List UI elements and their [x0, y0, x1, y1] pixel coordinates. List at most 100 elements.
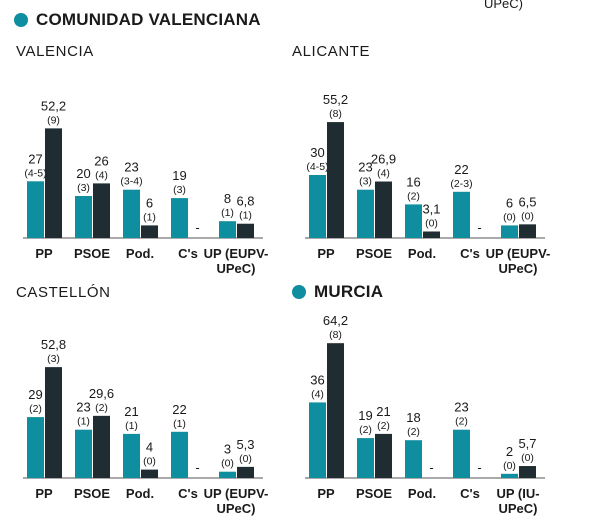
value-label: 20 — [76, 166, 90, 181]
seats-label: (0) — [521, 452, 534, 464]
bar-valencia-1-0 — [75, 196, 92, 238]
bar-murcia-0-1 — [327, 343, 344, 478]
seats-label: (1) — [125, 420, 138, 432]
seats-label: (2) — [359, 424, 372, 436]
seats-label: (3) — [359, 176, 372, 188]
category-label: C's — [460, 486, 480, 501]
seats-label: (2) — [377, 420, 390, 432]
seats-label: (0) — [521, 210, 534, 222]
value-label: 3 — [224, 442, 231, 457]
bar-valencia-2-1 — [141, 225, 158, 238]
bar-alicante-4-1 — [519, 224, 536, 238]
value-label: 30 — [310, 145, 324, 160]
category-label: UPeC) — [498, 501, 537, 516]
value-label: 23 — [454, 400, 468, 415]
value-label: 21 — [376, 404, 390, 419]
bar-valencia-2-0 — [123, 189, 140, 238]
value-label: 22 — [172, 402, 186, 417]
region-header: COMUNIDAD VALENCIANA — [14, 10, 261, 30]
category-label: UP (EUPV- — [204, 486, 269, 501]
seats-label: (0) — [503, 460, 516, 472]
value-label: 29,6 — [89, 386, 114, 401]
bar-murcia-4-0 — [501, 473, 518, 478]
no-data-dash: - — [195, 460, 199, 475]
value-label: 55,2 — [323, 92, 348, 107]
value-label: 19 — [358, 408, 372, 423]
bar-alicante-0-0 — [309, 175, 326, 238]
seats-label: (2) — [407, 426, 420, 438]
value-label: 52,2 — [41, 98, 66, 113]
category-label: PSOE — [74, 246, 110, 261]
seats-label: (4-5) — [24, 167, 46, 179]
value-label: 18 — [406, 410, 420, 425]
bar-alicante-4-0 — [501, 225, 518, 238]
seats-label: (2) — [455, 416, 468, 428]
category-label: PP — [317, 246, 335, 261]
seats-label: (8) — [329, 329, 342, 341]
panel-title-castellon: CASTELLÓN — [16, 284, 111, 301]
seats-label: (3) — [173, 184, 186, 196]
category-label: PP — [35, 246, 53, 261]
value-label: 29 — [28, 387, 42, 402]
value-label: 23 — [124, 160, 138, 175]
chart-murcia: 36(4)64,2(8)PP19(2)21(2)PSOE18(2)-Pod.23… — [305, 313, 545, 516]
seats-label: (0) — [143, 456, 156, 468]
category-label: PP — [35, 486, 53, 501]
bar-castellon-0-1 — [45, 367, 62, 478]
seats-label: (0) — [425, 217, 438, 229]
bar-castellon-4-0 — [219, 471, 236, 478]
value-label: 6 — [146, 195, 153, 210]
bar-castellon-2-1 — [141, 469, 158, 478]
chart-alicante: 30(4-5) 55,2(8) PP 23(3) 26,9(4) PSOE 16(2)3,1… — [305, 92, 550, 276]
bar-castellon-1-1 — [93, 415, 110, 478]
value-label: 36 — [310, 372, 324, 387]
category-label: Pod. — [126, 246, 154, 261]
seats-label: (0) — [239, 453, 252, 465]
seats-label: (3-4) — [120, 176, 142, 188]
bar-murcia-3-0 — [453, 429, 470, 478]
bar-alicante-1-1 — [375, 181, 392, 238]
seats-label: (0) — [503, 211, 516, 223]
value-label: 6 — [506, 195, 513, 210]
no-data-dash: - — [477, 220, 481, 235]
category-label: C's — [178, 486, 198, 501]
value-label: 4 — [146, 440, 153, 455]
bar-castellon-4-1 — [237, 466, 254, 478]
value-label: 6,5 — [518, 194, 536, 209]
category-label: UP (IU- — [496, 486, 539, 501]
value-label: 52,8 — [41, 337, 66, 352]
category-label: Pod. — [408, 246, 436, 261]
category-label: PSOE — [356, 246, 392, 261]
category-label: Pod. — [408, 486, 436, 501]
seats-label: (4-5) — [306, 161, 328, 173]
category-label: PSOE — [356, 486, 392, 501]
value-label: 5,3 — [236, 437, 254, 452]
category-label: UPeC) — [216, 261, 255, 276]
seats-label: (4) — [95, 169, 108, 181]
value-label: 27 — [28, 151, 42, 166]
value-label: 16 — [406, 174, 420, 189]
category-label: C's — [460, 246, 480, 261]
bar-valencia-0-0 — [27, 181, 44, 238]
no-data-dash: - — [429, 460, 433, 475]
panel-title-murcia: MURCIA — [314, 282, 384, 301]
no-data-dash: - — [195, 220, 199, 235]
value-label: 23 — [76, 400, 90, 415]
panel-header-murcia: MURCIA — [292, 282, 383, 302]
bar-murcia-1-0 — [357, 438, 374, 478]
chart-castellon: 29(2)52,8(3)PP23(1)29,6(2)PSOE21(1)4(0)P… — [23, 337, 269, 516]
bar-alicante-0-1 — [327, 122, 344, 238]
bar-valencia-1-1 — [93, 183, 110, 238]
seats-label: (9) — [47, 114, 60, 126]
value-label: 6,8 — [236, 194, 254, 209]
seats-label: (2) — [29, 403, 42, 415]
seats-label: (1) — [221, 207, 234, 219]
value-label: 3,1 — [422, 201, 440, 216]
category-label: PP — [317, 486, 335, 501]
seats-label: (1) — [239, 210, 252, 222]
bar-murcia-0-0 — [309, 402, 326, 478]
seats-label: (1) — [77, 416, 90, 428]
seats-label: (2) — [407, 190, 420, 202]
bar-castellon-1-0 — [75, 429, 92, 478]
bullet-dot-icon — [14, 13, 28, 27]
